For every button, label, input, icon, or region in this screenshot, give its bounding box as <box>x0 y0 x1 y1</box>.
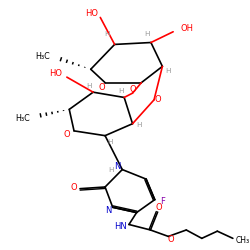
Text: O: O <box>71 183 77 192</box>
Text: HN: HN <box>114 222 127 231</box>
Text: H: H <box>107 139 112 145</box>
Text: O: O <box>98 83 105 92</box>
Text: O: O <box>129 85 136 94</box>
Text: H: H <box>86 82 92 88</box>
Text: HO: HO <box>50 68 62 78</box>
Text: OH: OH <box>180 24 193 33</box>
Text: HO: HO <box>86 9 98 18</box>
Text: H: H <box>105 31 110 37</box>
Text: O: O <box>156 203 162 212</box>
Text: CH₃: CH₃ <box>236 236 250 245</box>
Text: H: H <box>166 68 171 74</box>
Text: H: H <box>108 166 114 172</box>
Text: H: H <box>118 88 123 94</box>
Text: O: O <box>154 95 161 104</box>
Text: O: O <box>63 130 70 139</box>
Text: F: F <box>160 197 165 206</box>
Text: N: N <box>105 206 111 215</box>
Text: H: H <box>136 122 141 128</box>
Text: H: H <box>144 31 150 37</box>
Text: O: O <box>168 235 174 244</box>
Text: H₃C: H₃C <box>15 114 30 123</box>
Text: N: N <box>114 162 120 171</box>
Text: H₃C: H₃C <box>36 52 50 61</box>
